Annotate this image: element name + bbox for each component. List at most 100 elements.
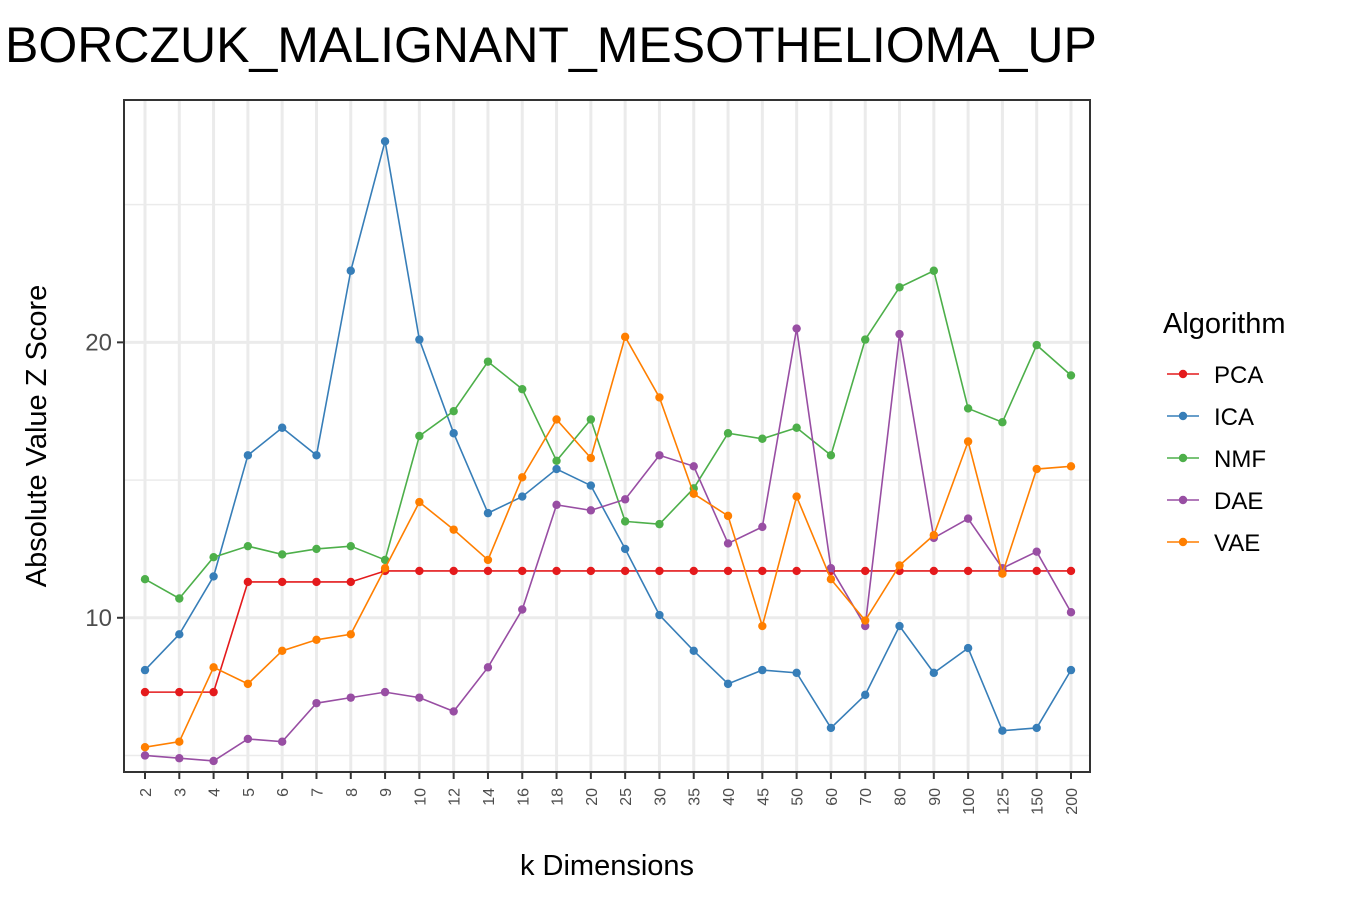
x-tick-label: 2: [138, 788, 155, 797]
x-tick-label: 12: [447, 788, 464, 806]
data-point-dae: [277, 737, 287, 746]
x-tick-label: 45: [755, 788, 772, 806]
data-point-vae: [140, 743, 150, 752]
data-point-pca: [140, 687, 150, 697]
data-point-vae: [209, 663, 218, 672]
data-point-dae: [586, 506, 596, 515]
x-tick-label: 60: [824, 788, 841, 806]
data-point-nmf: [312, 544, 321, 554]
data-point-pca: [792, 566, 801, 576]
data-point-ica: [483, 508, 493, 518]
x-tick-label: 16: [515, 788, 532, 806]
data-point-vae: [277, 646, 287, 656]
series: [140, 137, 1076, 766]
x-axis-title: k Dimensions: [520, 850, 694, 882]
data-point-ica: [175, 630, 184, 639]
data-point-nmf: [483, 357, 493, 366]
data-point-dae: [518, 605, 527, 614]
data-point-dae: [963, 514, 973, 523]
data-point-nmf: [140, 575, 150, 584]
data-point-vae: [346, 630, 355, 639]
data-point-ica: [723, 679, 733, 689]
data-point-nmf: [518, 384, 527, 394]
data-point-ica: [209, 572, 218, 581]
legend-key-point: [1178, 453, 1188, 463]
data-point-nmf: [1066, 371, 1076, 380]
data-point-dae: [415, 693, 424, 702]
data-point-nmf: [792, 423, 801, 432]
legend-label: DAE: [1214, 488, 1263, 515]
data-point-dae: [689, 462, 698, 471]
x-tick-label: 4: [207, 788, 224, 797]
legend-item-dae: DAE: [1167, 488, 1263, 515]
data-point-ica: [346, 266, 355, 275]
data-point-ica: [415, 335, 424, 344]
data-point-nmf: [277, 550, 287, 559]
data-point-ica: [518, 492, 527, 501]
legend: Algorithm PCA ICA NMF DAE VAE: [1163, 308, 1286, 557]
data-point-vae: [963, 437, 973, 446]
data-point-nmf: [929, 266, 939, 275]
legend-key-point: [1178, 537, 1188, 547]
x-tick-label: 10: [412, 788, 429, 806]
x-tick-label: 8: [344, 788, 361, 797]
data-point-ica: [826, 723, 836, 733]
data-point-nmf: [415, 431, 424, 441]
data-point-ica: [861, 690, 870, 700]
data-point-dae: [552, 500, 561, 510]
data-point-nmf: [243, 541, 253, 551]
data-point-pca: [929, 566, 939, 576]
data-point-ica: [1032, 723, 1041, 733]
data-point-vae: [723, 511, 733, 521]
data-point-pca: [312, 577, 321, 587]
y-tick-label: 10: [85, 605, 112, 632]
data-point-dae: [243, 734, 253, 744]
x-tick-label: 7: [309, 788, 326, 797]
data-point-nmf: [861, 335, 870, 344]
data-point-nmf: [449, 407, 458, 416]
data-point-dae: [826, 563, 836, 573]
data-point-pca: [243, 577, 253, 587]
data-point-pca: [723, 566, 733, 576]
x-tick-label: 6: [275, 788, 292, 797]
grid: [124, 100, 1090, 772]
legend-item-nmf: NMF: [1167, 446, 1266, 473]
data-point-ica: [895, 621, 904, 631]
legend-item-ica: ICA: [1167, 404, 1254, 431]
data-point-vae: [586, 453, 596, 463]
x-tick-label: 90: [927, 788, 944, 806]
data-point-dae: [1032, 547, 1041, 556]
x-tick-label: 3: [172, 788, 189, 797]
data-point-nmf: [826, 451, 836, 460]
x-tick-label: 100: [961, 788, 978, 815]
data-point-dae: [175, 754, 184, 763]
series-vae: [140, 332, 1076, 752]
legend-key-point: [1178, 411, 1188, 421]
data-point-pca: [620, 566, 630, 576]
data-point-dae: [449, 707, 458, 716]
y-axis-title: Absolute Value Z Score: [21, 285, 53, 588]
data-point-vae: [552, 415, 561, 424]
data-point-ica: [586, 481, 596, 490]
data-point-pca: [1032, 566, 1041, 576]
data-point-vae: [826, 575, 836, 584]
data-point-pca: [449, 566, 458, 576]
data-point-pca: [209, 687, 218, 697]
x-tick-label: 18: [550, 788, 567, 806]
data-point-ica: [277, 423, 287, 432]
data-point-vae: [929, 530, 939, 540]
data-point-ica: [140, 665, 150, 675]
data-point-ica: [998, 726, 1007, 735]
data-point-nmf: [998, 418, 1007, 427]
legend-key-point: [1178, 369, 1188, 379]
data-point-pca: [963, 566, 973, 576]
series-nmf: [140, 266, 1076, 603]
data-point-ica: [243, 451, 253, 460]
data-point-ica: [1066, 665, 1076, 675]
x-tick-label: 200: [1064, 788, 1081, 815]
data-point-nmf: [552, 456, 561, 465]
x-tick-label: 80: [893, 788, 910, 806]
data-point-nmf: [723, 429, 733, 438]
data-point-dae: [346, 693, 355, 702]
